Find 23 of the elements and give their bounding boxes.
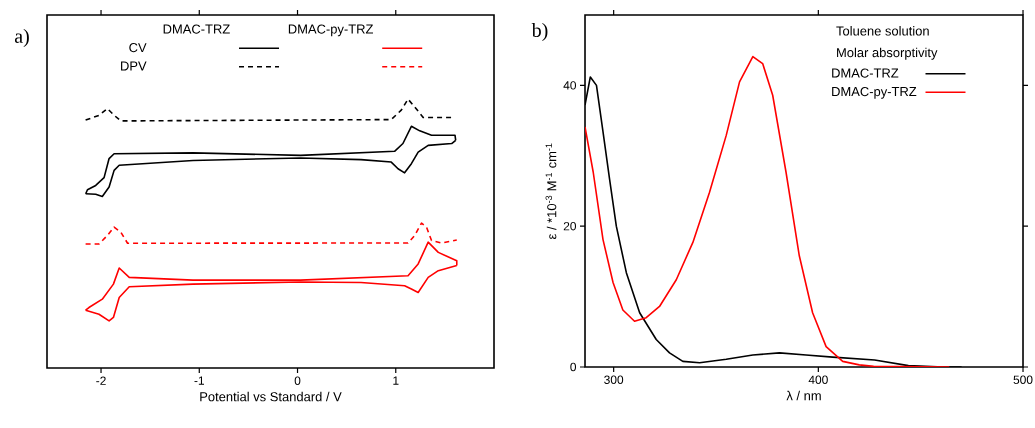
x-tick-label: 1 (393, 376, 399, 385)
y-tick-label: 20 (563, 221, 577, 231)
y-tick-label: 0 (570, 362, 577, 372)
x-tick-label: 400 (808, 375, 828, 384)
chart-title: a) (14, 28, 29, 48)
y-tick-label: 40 (563, 81, 577, 90)
x-tick-label: 500 (1013, 375, 1033, 384)
text: DPV (121, 61, 147, 71)
annotation: Toluene solution (836, 26, 929, 36)
y-axis-title: ε / *10$^{-3}$ M$^{-1}$ cm$^{-1}$ (545, 143, 557, 240)
x-tick-label: -1 (194, 376, 205, 385)
text: DMAC-py-TRZ (288, 24, 373, 37)
x-axis-title: λ / nm (786, 390, 821, 401)
legend-label: DMAC-TRZ (832, 68, 899, 78)
chart-title: b) (531, 22, 548, 42)
text: DMAC-TRZ (163, 24, 230, 34)
x-tick-label: 0 (294, 376, 301, 385)
text: CV (129, 43, 147, 53)
x-tick-label: -2 (96, 376, 106, 385)
annotation: Molar absorptivity (837, 47, 938, 60)
legend-label: DMAC-py-TRZ (832, 86, 917, 99)
x-tick-label: 300 (604, 375, 624, 384)
x-axis-title: Potential vs Standard / V (200, 391, 342, 402)
